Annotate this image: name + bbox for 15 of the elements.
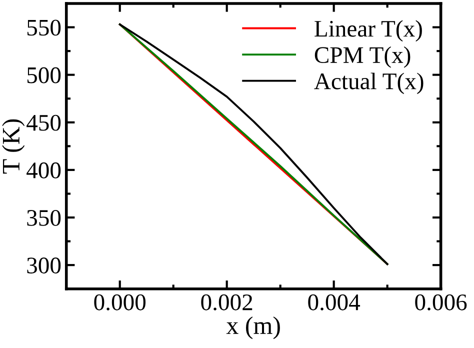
y-tick-label: 400 [26,162,61,178]
legend-label: Actual T(x) [314,72,424,94]
y-tick-label: 450 [26,114,61,131]
x-tick-label: 0.004 [308,294,360,310]
x-tick-label: 0.006 [415,294,467,310]
x-tick-label: 0.002 [201,294,252,310]
legend-label: Linear T(x) [314,20,422,42]
y-tick-label: 350 [27,210,61,226]
legend-label: CPM T(x) [314,46,410,68]
y-tick-label: 500 [27,67,61,84]
y-axis-title: T (K) [2,119,25,174]
y-tick-label: 550 [27,20,61,36]
x-tick-label: 0.000 [94,294,146,310]
y-tick-label: 300 [27,258,61,274]
x-axis-title: x (m) [226,316,280,340]
